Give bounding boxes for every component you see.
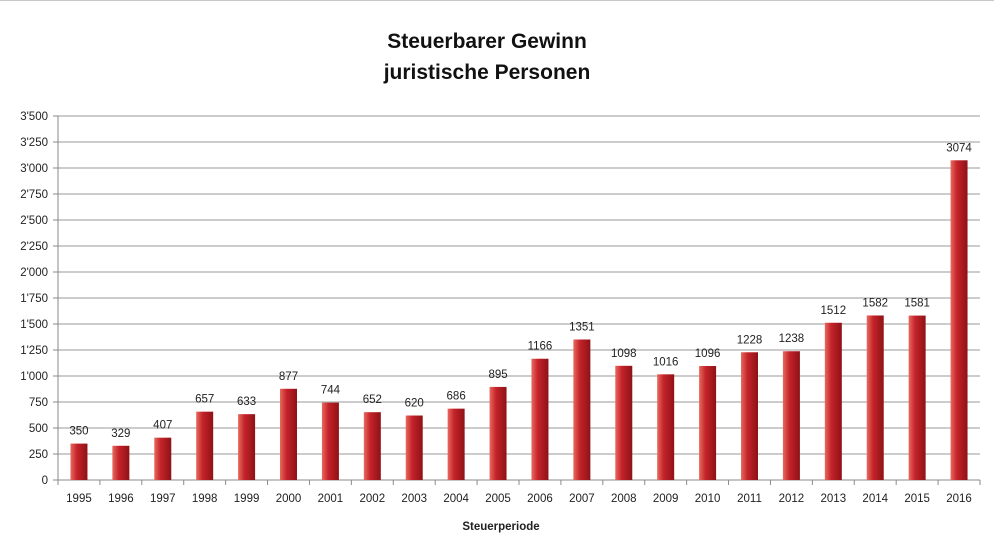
x-tick-label: 2014 <box>862 493 888 505</box>
y-tick-label: 1'000 <box>20 371 48 383</box>
bar-2004 <box>447 408 465 480</box>
x-tick-labels: 1995 1996 1997 1998 1999 2000 2001 2002 2003 2004… <box>66 493 972 505</box>
bar-2015 <box>908 315 926 480</box>
y-tick-label: 750 <box>29 397 48 409</box>
data-label-1998: 657 <box>195 394 214 406</box>
x-tick-label: 2012 <box>779 493 805 505</box>
bar-2000 <box>280 388 297 480</box>
bar-2006 <box>531 358 549 480</box>
data-label-2013: 1512 <box>821 305 847 317</box>
bar-1997 <box>154 437 172 480</box>
x-tick-label: 2007 <box>569 493 595 505</box>
data-label-2012: 1238 <box>779 333 805 345</box>
bar-2012 <box>782 351 800 480</box>
data-label-2004: 686 <box>447 391 466 403</box>
x-tick-label: 2008 <box>611 493 637 505</box>
data-label-2001: 744 <box>321 385 341 397</box>
x-tick-label: 2000 <box>276 493 302 505</box>
y-tick-label: 1'250 <box>20 345 48 357</box>
x-tick-label: 2011 <box>737 493 762 505</box>
x-tick-label: 1999 <box>234 493 260 505</box>
data-label-2010: 1096 <box>695 348 721 360</box>
data-label-2014: 1582 <box>862 297 888 309</box>
bar-2013 <box>824 322 842 480</box>
data-label-2000: 877 <box>279 371 298 383</box>
x-tick-label: 2013 <box>821 493 847 505</box>
data-label-2011: 1228 <box>737 334 763 346</box>
data-label-2008: 1098 <box>611 348 637 360</box>
bar-2010 <box>699 366 717 480</box>
y-tick-label: 1'750 <box>20 293 48 305</box>
x-tick-label: 1996 <box>108 493 134 505</box>
y-tick-label: 250 <box>29 449 48 461</box>
y-tick-label: 3'000 <box>20 163 48 175</box>
x-tick-label: 2015 <box>904 493 930 505</box>
top-border-line <box>0 0 994 1</box>
y-tick-label: 3'250 <box>20 137 48 149</box>
x-tick-label: 2009 <box>653 493 679 505</box>
y-tick-label: 500 <box>29 423 48 435</box>
y-tick-label: 3'500 <box>20 111 48 123</box>
x-tick-label: 2005 <box>485 493 511 505</box>
bar-1996 <box>112 445 130 480</box>
y-tick-labels: 0 250 500 750 1'000 1'250 1'500 1'750 2'000 2'250… <box>20 111 48 487</box>
data-label-1999: 633 <box>237 396 256 408</box>
bar-2009 <box>657 374 675 480</box>
x-tick-label: 2016 <box>946 493 972 505</box>
y-tick-label: 0 <box>42 475 48 487</box>
data-label-2016: 3074 <box>946 142 972 154</box>
data-labels: 350 329 407 657 633 877 744 652 620 686 895 1166 135… <box>69 142 972 439</box>
bar-2016 <box>950 160 968 480</box>
data-label-2009: 1016 <box>653 356 679 368</box>
bar-2008 <box>615 365 633 480</box>
data-label-2005: 895 <box>488 369 507 381</box>
bar-2014 <box>866 315 884 480</box>
x-tick-label: 2002 <box>360 493 386 505</box>
bar-2002 <box>363 412 381 480</box>
bar-2011 <box>741 352 758 480</box>
bar-2005 <box>489 386 507 480</box>
bar-2007 <box>573 339 591 480</box>
data-label-2007: 1351 <box>569 321 595 333</box>
bars <box>70 160 968 480</box>
bar-1999 <box>238 414 256 480</box>
x-tick-label: 2010 <box>695 493 721 505</box>
y-tick-label: 2'250 <box>20 241 48 253</box>
bar-1998 <box>196 411 214 480</box>
x-tick-label: 2006 <box>527 493 553 505</box>
data-label-2003: 620 <box>405 398 424 410</box>
x-tick-label: 1998 <box>192 493 218 505</box>
data-label-1995: 350 <box>69 426 88 438</box>
y-tick-label: 2'000 <box>20 267 48 279</box>
x-tick-label: 2001 <box>318 493 344 505</box>
x-tick-label: 1997 <box>150 493 176 505</box>
data-label-2002: 652 <box>363 394 382 406</box>
bar-2003 <box>405 415 423 480</box>
chart-title: Steuerbarer Gewinn juristische Personen <box>0 26 974 88</box>
data-label-2006: 1166 <box>528 341 553 353</box>
x-tick-label: 2004 <box>443 493 469 505</box>
x-tick-label: 2003 <box>401 493 427 505</box>
data-label-2015: 1581 <box>904 298 930 310</box>
y-tick-label: 2'750 <box>20 189 48 201</box>
y-tick-label: 2'500 <box>20 215 48 227</box>
data-label-1997: 407 <box>153 420 172 432</box>
chart-title-line-2: juristische Personen <box>383 61 591 84</box>
chart-title-line-1: Steuerbarer Gewinn <box>387 30 587 53</box>
x-axis-title: Steuerperiode <box>462 521 539 533</box>
y-tick-label: 1'500 <box>20 319 48 331</box>
x-tick-label: 1995 <box>66 493 92 505</box>
bar-2001 <box>321 402 339 480</box>
bar-1995 <box>70 443 88 480</box>
data-label-1996: 329 <box>111 428 130 440</box>
